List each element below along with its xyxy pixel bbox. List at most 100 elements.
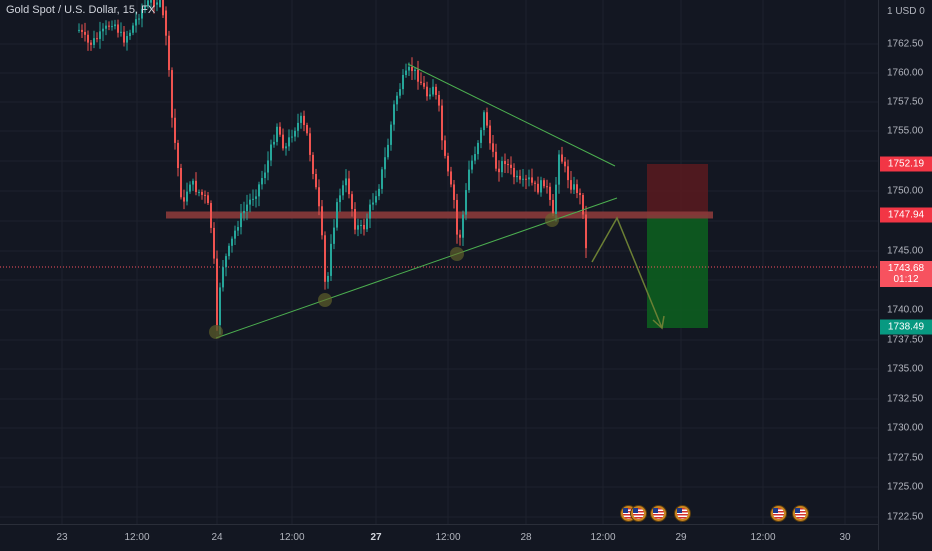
candle-body (390, 124, 392, 145)
candle-body (402, 75, 404, 90)
time-tick: 12:00 (124, 532, 150, 543)
candle-body (363, 224, 365, 230)
candle-body (213, 227, 215, 259)
candle-body (549, 186, 551, 200)
candle-body (528, 177, 530, 180)
candle-body (375, 196, 377, 203)
candle-body (144, 5, 146, 9)
candle-body (105, 25, 107, 29)
candle-body (561, 154, 563, 162)
time-tick: 12:00 (435, 532, 461, 543)
candle-body (558, 154, 560, 185)
candle-body (102, 28, 104, 32)
price-tick: 1762.50 (887, 38, 924, 50)
candle-body (219, 287, 221, 326)
candle-body (513, 167, 515, 178)
candle-body (414, 69, 416, 71)
candle-body (495, 151, 497, 169)
candle-body (264, 172, 266, 179)
candle-body (261, 178, 263, 185)
candle-body (573, 184, 575, 190)
candle-body (567, 166, 569, 181)
candle-body (114, 24, 116, 27)
candle-body (117, 24, 119, 33)
candle-body (411, 66, 413, 71)
us-flag-icon[interactable] (651, 506, 666, 521)
candle-body (156, 2, 158, 5)
candle-body (420, 81, 422, 83)
candle-body (126, 36, 128, 43)
touch-point-marker[interactable] (450, 247, 464, 261)
candle-body (132, 25, 134, 33)
candle-body (150, 0, 152, 3)
take-profit-price-tag: 1738.49 (880, 319, 932, 335)
price-tick: 1735.00 (887, 363, 924, 375)
candle-body (372, 202, 374, 205)
candle-body (441, 105, 443, 141)
candle-body (579, 192, 581, 195)
candle-body (444, 140, 446, 156)
time-tick: 23 (56, 532, 68, 543)
candle-body (111, 26, 113, 28)
candle-body (84, 31, 86, 35)
candle-body (564, 161, 566, 167)
price-tick: 1757.50 (887, 96, 924, 108)
us-flag-icon[interactable] (675, 506, 690, 521)
time-tick: 24 (211, 532, 223, 543)
price-chart[interactable] (0, 0, 878, 524)
candle-body (237, 227, 239, 231)
candle-body (546, 186, 548, 188)
us-flag-icon[interactable] (771, 506, 786, 521)
currency-label[interactable]: 1 USD 0 (887, 6, 925, 17)
touch-point-marker[interactable] (209, 325, 223, 339)
candle-body (93, 38, 95, 45)
candle-body (270, 144, 272, 161)
arrow-head (652, 315, 665, 330)
projected-path-arrow[interactable] (591, 216, 663, 329)
candle-body (129, 32, 131, 37)
time-tick: 12:00 (279, 532, 305, 543)
last-price-value: 1743.68 (887, 263, 925, 274)
candle-body (99, 31, 101, 39)
candle-body (123, 31, 125, 43)
us-flag-icon[interactable] (631, 506, 646, 521)
candle-body (330, 243, 332, 276)
candle-body (468, 169, 470, 191)
touch-point-marker[interactable] (318, 293, 332, 307)
candle-body (396, 95, 398, 105)
entry-price-tag: 1747.94 (880, 207, 932, 223)
candle-body (492, 143, 494, 152)
chart-pane[interactable]: Gold Spot / U.S. Dollar, 15, FX (0, 0, 878, 524)
candle-body (462, 214, 464, 238)
time-scale[interactable]: 23 12:00 24 12:00 27 12:00 28 12:00 29 1… (0, 524, 878, 551)
last-price-tag: 1743.68 01:12 (880, 261, 932, 287)
touch-points (209, 213, 559, 339)
price-tick: 1760.00 (887, 67, 924, 79)
candle-body (438, 94, 440, 106)
candle-body (354, 208, 356, 230)
candle-body (459, 234, 461, 238)
candle-body (543, 180, 545, 187)
candle-body (333, 227, 335, 244)
us-flag-icon[interactable] (793, 506, 808, 521)
candle-body (534, 182, 536, 184)
candle-body (423, 82, 425, 87)
take-profit-zone[interactable] (647, 215, 708, 328)
stop-loss-zone[interactable] (647, 164, 708, 215)
candle-body (357, 225, 359, 230)
touch-point-marker[interactable] (545, 213, 559, 227)
price-scale[interactable]: 1 USD 0 1762.50 1760.00 1757.50 1755.00 … (878, 0, 932, 550)
price-tick: 1750.00 (887, 185, 924, 197)
price-tick: 1755.00 (887, 125, 924, 137)
candle-body (252, 198, 254, 200)
descending-trendline[interactable] (407, 63, 616, 167)
candle-body (426, 86, 428, 97)
candle-body (360, 224, 362, 226)
candle-body (378, 188, 380, 197)
candle-body (312, 154, 314, 175)
candle-body (243, 210, 245, 214)
candle-body (249, 199, 251, 205)
candle-body (210, 203, 212, 228)
candle-body (306, 125, 308, 134)
candle-body (336, 202, 338, 228)
